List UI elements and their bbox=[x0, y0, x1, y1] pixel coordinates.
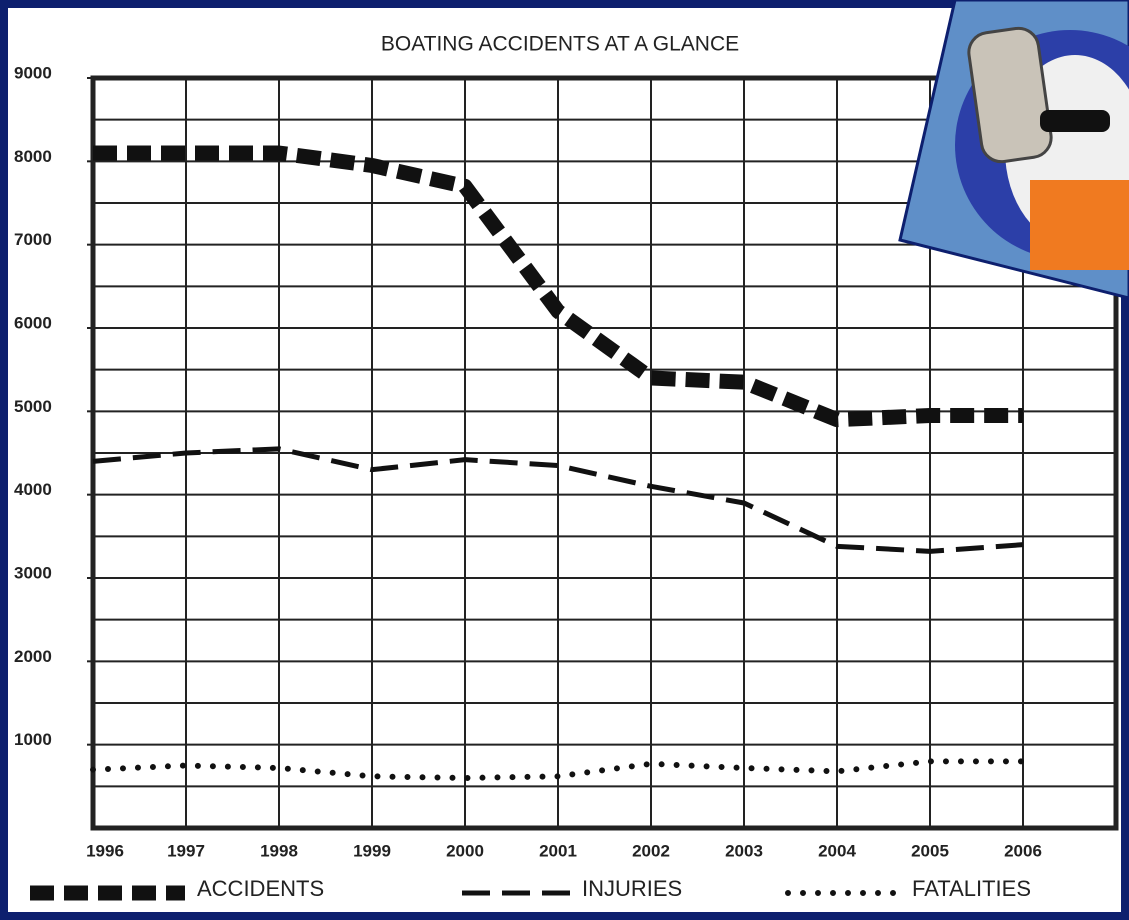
chart-title: BOATING ACCIDENTS AT A GLANCE bbox=[381, 33, 739, 56]
y-tick-label: 2000 bbox=[14, 647, 52, 666]
x-tick-label: 2003 bbox=[725, 841, 763, 860]
x-tick-label: 1999 bbox=[353, 841, 391, 860]
legend-label: INJURIES bbox=[582, 876, 682, 901]
x-tick-label: 1996 bbox=[86, 841, 124, 860]
chart: BOATING ACCIDENTS AT A GLANCE 1000 2000 30… bbox=[0, 0, 1129, 920]
y-tick-label: 7000 bbox=[14, 230, 52, 249]
x-tick-label: 2005 bbox=[911, 841, 949, 860]
x-tick-label: 1998 bbox=[260, 841, 298, 860]
legend-label: FATALITIES bbox=[912, 876, 1031, 901]
x-tick-label: 1997 bbox=[167, 841, 205, 860]
mascot-glasses bbox=[1040, 110, 1110, 132]
y-tick-label: 9000 bbox=[14, 63, 52, 82]
x-tick-label: 2001 bbox=[539, 841, 577, 860]
x-tick-label: 2000 bbox=[446, 841, 484, 860]
page: {"chart_data": {"type": "line", "title":… bbox=[0, 0, 1129, 920]
legend-label: ACCIDENTS bbox=[197, 876, 324, 901]
y-tick-label: 5000 bbox=[14, 397, 52, 416]
y-tick-label: 6000 bbox=[14, 313, 52, 332]
x-tick-label: 2004 bbox=[818, 841, 856, 860]
y-tick-label: 1000 bbox=[14, 730, 52, 749]
y-tick-label: 8000 bbox=[14, 147, 52, 166]
y-tick-label: 3000 bbox=[14, 563, 52, 582]
y-tick-label: 4000 bbox=[14, 480, 52, 499]
x-tick-label: 2002 bbox=[632, 841, 670, 860]
x-tick-label: 2006 bbox=[1004, 841, 1042, 860]
mascot-vest bbox=[1030, 180, 1129, 270]
